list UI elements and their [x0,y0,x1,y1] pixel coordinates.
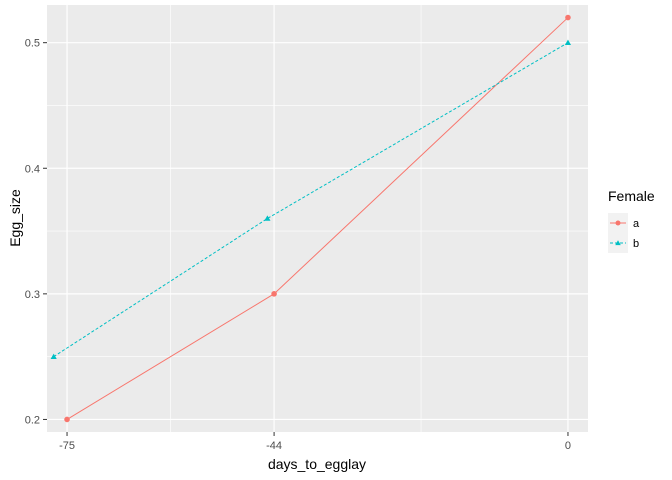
series-a-point [64,416,70,423]
series-b-line [53,42,569,358]
axis-ticks [43,42,569,436]
legend-key-marker [615,220,621,226]
legend-item-a: a [608,213,640,233]
minor-gridlines [47,5,588,432]
major-gridlines [47,5,588,432]
legend-key-marker [615,240,621,246]
series-b-point [264,215,271,221]
x-axis-title: days_to_egglay [268,456,366,472]
legend-label: a [633,218,640,230]
series-b [50,39,572,359]
legend-keys: ab [608,213,640,253]
series-b-point [564,39,572,45]
series-a-point [565,14,571,21]
x-tick-label: -75 [59,440,75,452]
panel-background [47,5,588,432]
y-tick-label: 0.3 [25,289,40,301]
y-tick-label: 0.4 [25,163,40,175]
legend-item-b: b [608,233,639,253]
series-b-point [50,353,57,359]
legend: Female ab [608,188,655,253]
legend-label: b [633,238,639,250]
x-tick-labels: -75 -44 0 [59,440,571,452]
x-tick-label: -44 [266,440,282,452]
y-axis-title: Egg_size [7,189,23,247]
series-a-point [271,291,277,297]
legend-title: Female [608,188,655,204]
y-tick-label: 0.2 [25,414,40,426]
x-tick-label: 0 [565,440,571,452]
series-a [64,14,571,423]
y-tick-label: 0.5 [25,38,40,50]
series-layer [50,14,572,423]
y-tick-labels: 0.2 0.3 0.4 0.5 [25,38,40,427]
